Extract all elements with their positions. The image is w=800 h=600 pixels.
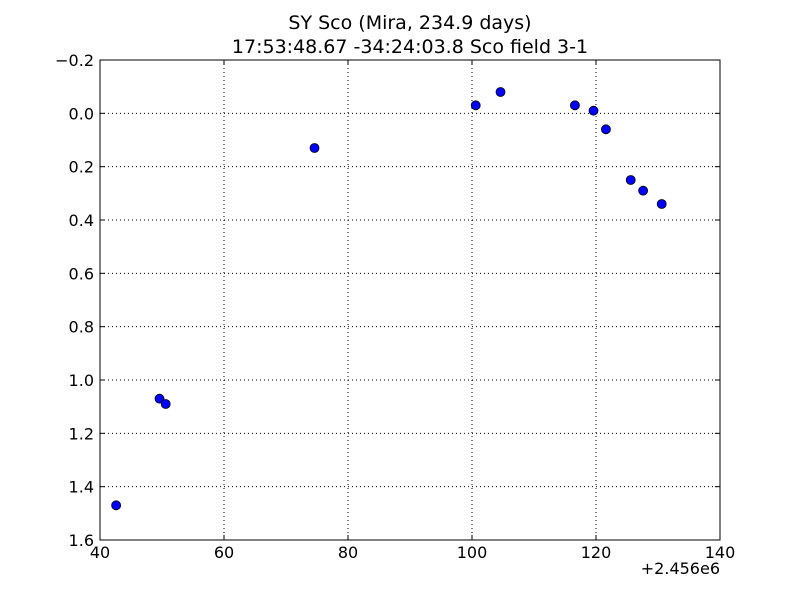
y-tick-label: −0.2 <box>55 51 94 70</box>
y-tick-label: 1.6 <box>69 531 94 550</box>
y-tick-label: 0.2 <box>69 158 94 177</box>
x-tick-label: 140 <box>705 543 736 562</box>
data-point <box>154 393 165 404</box>
y-tick-label: 1.4 <box>69 478 94 497</box>
data-point <box>160 399 171 409</box>
x-tick-label: 60 <box>214 543 234 562</box>
x-offset-label: +2.456e6 <box>641 559 720 578</box>
x-tick-labels: 40 60 80 100 120 140 <box>90 543 735 562</box>
data-point <box>495 87 506 97</box>
chart-subtitle: 17:53:48.67 -34:24:03.8 Sco field 3-1 <box>232 36 588 58</box>
data-point <box>601 124 611 135</box>
data-point <box>309 143 320 153</box>
x-tick-label: 40 <box>90 543 110 562</box>
data-point <box>588 105 599 116</box>
grid-layer <box>100 60 720 540</box>
data-point <box>570 100 580 111</box>
data-point <box>470 100 481 111</box>
data-point <box>638 185 649 196</box>
y-tick-label: 1.0 <box>69 371 94 390</box>
x-tick-label: 80 <box>338 543 358 562</box>
chart-title: SY Sco (Mira, 234.9 days) <box>288 12 531 34</box>
y-tick-labels: −0.2 0.0 0.2 0.4 0.6 0.8 1.0 1.2 1.4 1.6 <box>55 51 94 550</box>
y-tick-label: 0.4 <box>69 211 94 230</box>
x-tick-label: 120 <box>581 543 612 562</box>
data-point <box>656 199 667 209</box>
y-tick-label: 0.6 <box>69 264 94 283</box>
data-point <box>111 500 122 511</box>
axes <box>99 59 721 541</box>
x-tick-label: 100 <box>457 543 488 562</box>
data-point <box>625 175 636 185</box>
plot-frame <box>99 59 721 541</box>
data-points <box>111 87 667 511</box>
y-tick-label: 0.0 <box>69 104 94 123</box>
y-tick-label: 1.2 <box>69 424 94 443</box>
y-tick-label: 0.8 <box>69 318 94 337</box>
